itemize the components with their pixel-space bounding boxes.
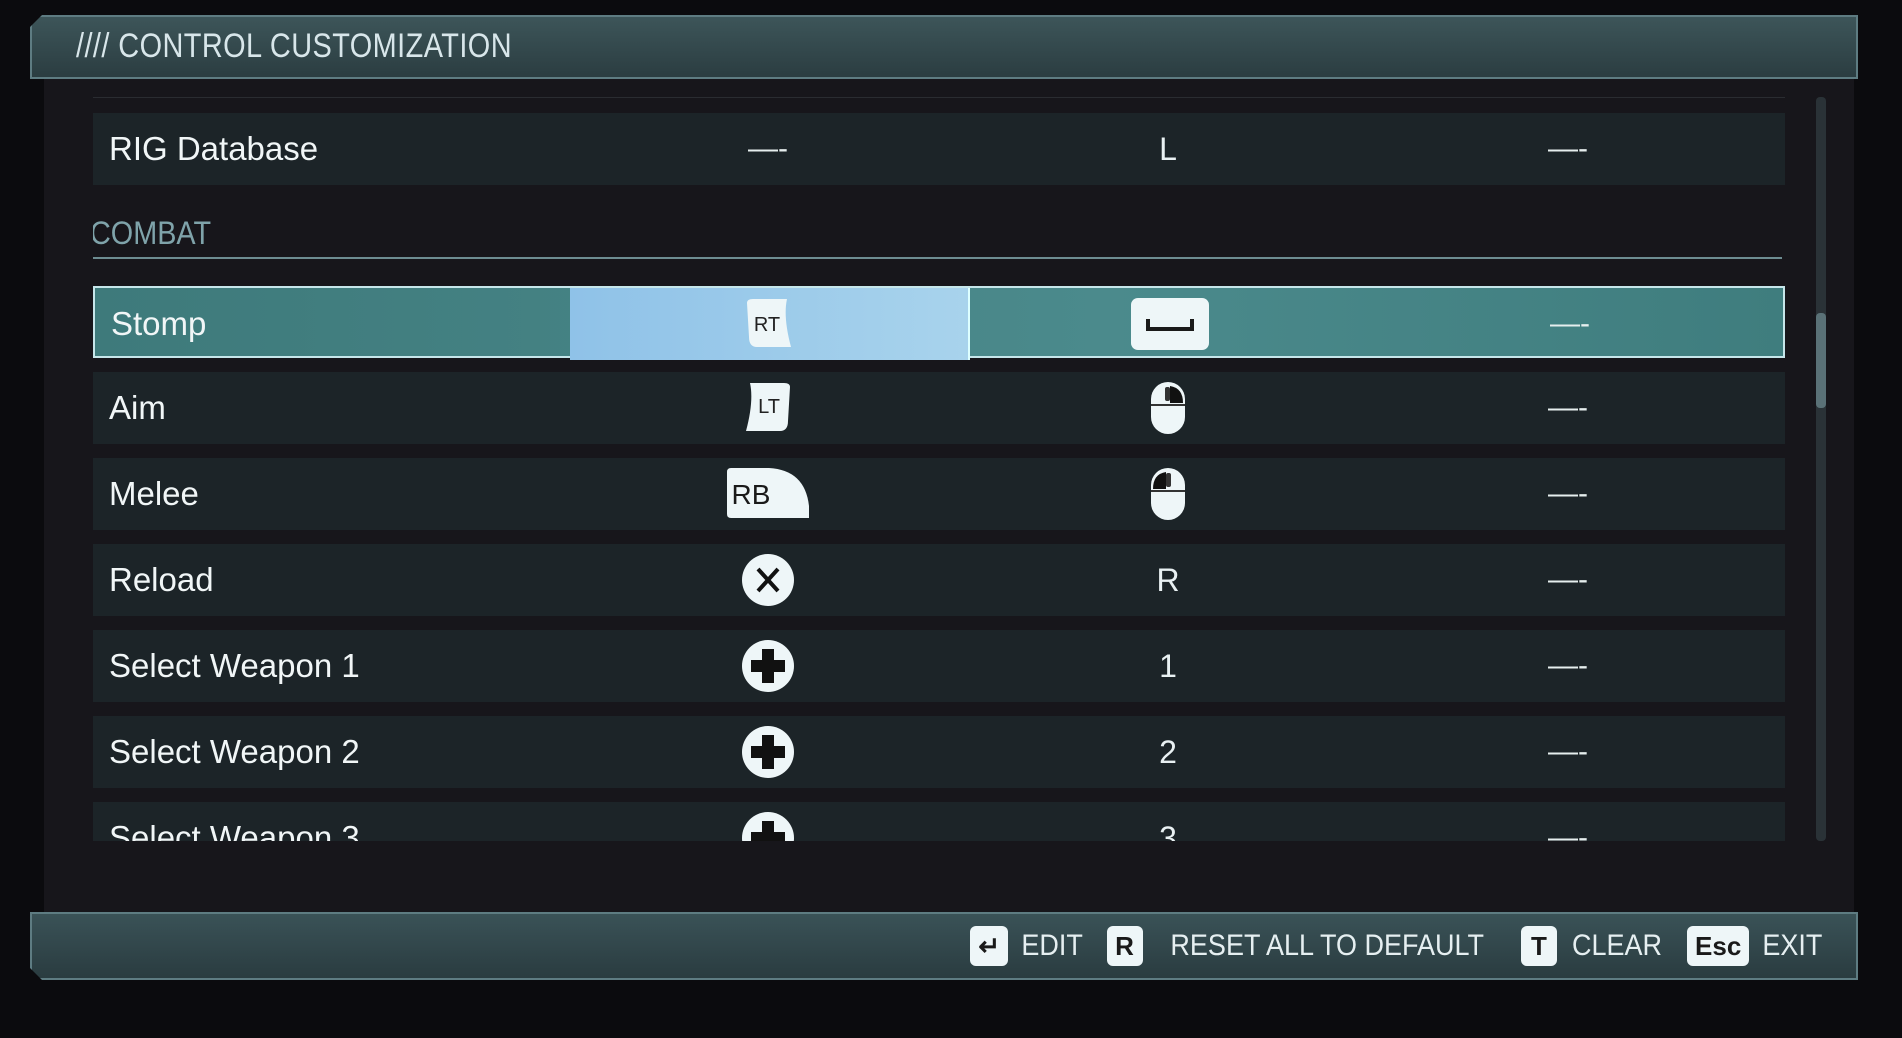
- binding-row-reload[interactable]: Reload R —-: [93, 544, 1785, 616]
- binding-key: L: [1159, 130, 1177, 167]
- legend-clear-label[interactable]: CLEAR: [1572, 929, 1663, 962]
- binding-row-select-weapon-3[interactable]: Select Weapon 3 3 —-: [93, 802, 1785, 841]
- alt-binding-cell[interactable]: —-: [1368, 113, 1768, 185]
- keyboard-binding-cell[interactable]: 2: [968, 716, 1368, 788]
- binding-row-select-weapon-1[interactable]: Select Weapon 1 1 —-: [93, 630, 1785, 702]
- keyboard-binding-cell[interactable]: [970, 288, 1370, 360]
- svg-text:RB: RB: [732, 479, 771, 510]
- binding-row-rig-database[interactable]: RIG Database —- L —-: [93, 113, 1785, 185]
- title-bar: //// CONTROL CUSTOMIZATION: [30, 15, 1858, 79]
- key-t-icon[interactable]: T: [1521, 926, 1557, 966]
- keyboard-binding-cell[interactable]: L: [968, 113, 1368, 185]
- rt-trigger-icon: RT: [743, 297, 795, 351]
- scrollbar-thumb[interactable]: [1816, 313, 1826, 408]
- binding-key: —-: [1548, 132, 1588, 165]
- binding-row-select-weapon-2[interactable]: Select Weapon 2 2 —-: [93, 716, 1785, 788]
- action-label: Reload: [109, 561, 214, 598]
- keyboard-binding-cell[interactable]: 3: [968, 802, 1368, 842]
- controller-binding-cell[interactable]: RB: [568, 458, 968, 530]
- bottom-bar: ↵ EDIT R RESET ALL TO DEFAULT T CLEAR Esc EXIT: [30, 912, 1858, 980]
- dpad-up-icon: [741, 639, 795, 693]
- binding-key: —-: [1548, 391, 1588, 424]
- binding-key: —-: [1550, 307, 1590, 340]
- binding-key: R: [1156, 561, 1180, 598]
- dpad-down-icon: [741, 811, 795, 841]
- binding-key: —-: [1548, 563, 1588, 596]
- action-label: RIG Database: [109, 130, 319, 167]
- legend-reset-all-to-default-label[interactable]: RESET ALL TO DEFAULT: [1169, 929, 1484, 962]
- dpad-right-icon: [741, 725, 795, 779]
- binding-key: —-: [1548, 649, 1588, 682]
- keyboard-binding-cell[interactable]: R: [968, 544, 1368, 616]
- binding-key: —-: [748, 132, 788, 165]
- alt-binding-cell[interactable]: —-: [1368, 802, 1768, 841]
- scrollbar[interactable]: [1816, 97, 1826, 841]
- binding-key: —-: [1548, 735, 1588, 768]
- svg-text:RT: RT: [754, 314, 780, 336]
- mouse-right-click-icon: [1150, 381, 1186, 435]
- binding-key: 2: [1159, 733, 1177, 770]
- legend-edit-label[interactable]: EDIT: [1021, 929, 1084, 962]
- alt-binding-cell[interactable]: —-: [1368, 716, 1768, 788]
- keyboard-binding-cell[interactable]: [968, 372, 1368, 444]
- page-title: //// CONTROL CUSTOMIZATION: [76, 27, 513, 65]
- lt-trigger-icon: LT: [742, 381, 794, 435]
- controller-binding-cell[interactable]: [568, 630, 968, 702]
- svg-text:LT: LT: [758, 396, 780, 418]
- controller-binding-cell[interactable]: [568, 802, 968, 841]
- alt-binding-cell[interactable]: —-: [1370, 288, 1770, 360]
- x-button-icon: [741, 553, 795, 607]
- rb-bumper-icon: RB: [725, 466, 811, 522]
- controller-binding-cell[interactable]: [568, 544, 968, 616]
- controller-binding-cell[interactable]: —-: [568, 113, 968, 185]
- action-label: Aim: [109, 389, 166, 426]
- key-r-icon[interactable]: R: [1107, 926, 1143, 966]
- action-label: Select Weapon 2: [109, 733, 360, 770]
- binding-key: —-: [1548, 477, 1588, 510]
- binding-key: 3: [1159, 819, 1177, 842]
- enter-key-icon[interactable]: ↵: [970, 926, 1008, 966]
- legend-exit-label[interactable]: EXIT: [1762, 929, 1823, 962]
- divider: [93, 97, 1785, 98]
- mouse-left-click-icon: [1150, 467, 1186, 521]
- binding-key: 1: [1159, 647, 1177, 684]
- action-label: Melee: [109, 475, 199, 512]
- alt-binding-cell[interactable]: —-: [1368, 630, 1768, 702]
- controller-binding-cell[interactable]: RT: [570, 288, 970, 360]
- key-esc-icon[interactable]: Esc: [1687, 926, 1749, 966]
- action-label: Select Weapon 3: [109, 819, 360, 841]
- alt-binding-cell[interactable]: —-: [1368, 544, 1768, 616]
- section-divider: [93, 257, 1782, 259]
- section-header-combat: COMBAT: [93, 215, 212, 251]
- keyboard-binding-cell[interactable]: [968, 458, 1368, 530]
- spacebar-icon: [1130, 297, 1210, 351]
- controller-binding-cell[interactable]: LT: [568, 372, 968, 444]
- binding-key: —-: [1548, 821, 1588, 841]
- alt-binding-cell[interactable]: —-: [1368, 372, 1768, 444]
- binding-row-stomp[interactable]: Stomp RT —-: [93, 286, 1785, 360]
- binding-row-melee[interactable]: Melee RB —-: [93, 458, 1785, 530]
- alt-binding-cell[interactable]: —-: [1368, 458, 1768, 530]
- controller-binding-cell[interactable]: [568, 716, 968, 788]
- keyboard-binding-cell[interactable]: 1: [968, 630, 1368, 702]
- bindings-list: RIG Database —- L —- COMBAT Stomp RT —- Aim LT —- M…: [93, 97, 1785, 841]
- binding-row-aim[interactable]: Aim LT —-: [93, 372, 1785, 444]
- key-legend: ↵ EDIT R RESET ALL TO DEFAULT T CLEAR Esc EXIT: [970, 914, 1836, 978]
- action-label: Select Weapon 1: [109, 647, 360, 684]
- action-label: Stomp: [111, 305, 207, 342]
